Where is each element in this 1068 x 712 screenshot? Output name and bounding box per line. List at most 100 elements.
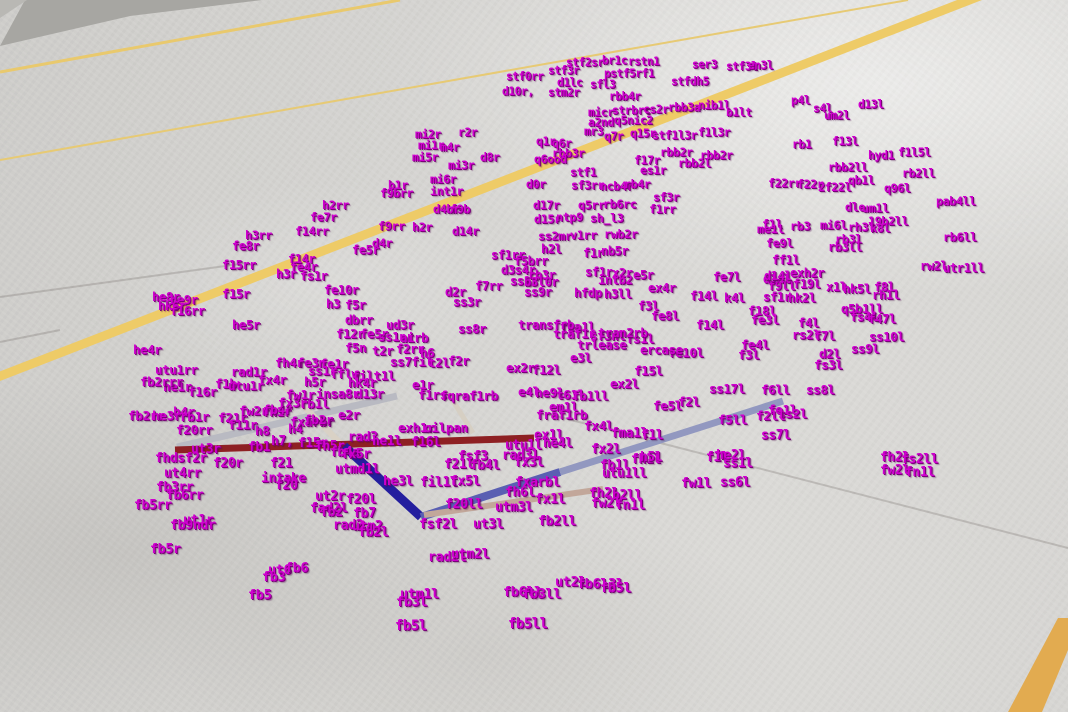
node-label: fe4r [290,260,318,274]
node-label: f20rr [176,423,213,438]
node-label: fb3rr [156,480,194,495]
node-label: hyd1 [868,148,895,162]
node-label: ss3r [453,295,481,309]
node-label: rbb4r [609,90,641,103]
corner-stripe [1008,618,1068,712]
node-label: f1r [583,246,604,260]
node-label: fx2l [591,442,621,457]
node-label: ut6 [268,562,292,578]
node-label: rb3 [790,219,811,233]
node-label: fb5 [248,587,272,603]
node-label: f1b [215,376,237,391]
node-label: fb5l [395,618,427,634]
node-label: utr1ll [943,261,985,275]
node-label: f5n [345,340,367,355]
node-label: mi3r [448,158,475,172]
vehicle-beam [279,381,347,450]
node-label: ss1l [723,456,753,471]
node-label: d4r [372,236,393,250]
node-label: q6r [552,136,572,150]
node-label: dbrr [345,313,374,327]
node-label: f14r [288,252,316,266]
node-label: f21r [218,411,248,426]
node-label: d3s4r [501,263,536,277]
node-label: f1l5l [898,145,931,159]
node-label: mi1r [418,138,445,152]
node-label: f2l [678,394,700,409]
node-label: airb [400,330,429,345]
node-label: fb4r [263,402,292,417]
node-label: int1r [430,184,464,198]
node-label: f9ll [768,279,796,293]
node-label: m4r [440,140,460,154]
node-label: fb2 [320,505,343,520]
node-label: he9l [535,385,564,400]
node-label: rad3 [348,430,378,445]
node-label: fe3n [297,355,326,370]
node-label: fe9l [766,236,794,250]
node-label: f8l [874,280,895,294]
node-label: stf1 [570,165,597,179]
node-label: d14l [764,269,792,283]
node-label: q15r [630,126,656,140]
node-label: pab4ll [936,194,976,208]
node-label: trlease [577,337,627,352]
node-label: fs3l [814,357,843,372]
node-label: rad1r [231,364,267,379]
node-label: ntp9 [556,210,583,224]
node-label: transfrb [518,318,575,332]
node-label: ss1r [510,274,538,288]
node-label: en3l [748,59,774,72]
node-label: h2r [412,220,433,234]
node-label: he9r [170,293,198,307]
node-label: ss1r [308,363,337,378]
node-label: stf2sr [566,56,604,69]
node-label: d0r [526,177,546,191]
node-label: rb1l [300,396,329,411]
node-label: e3l [570,350,592,365]
node-label: rb1r [180,410,210,425]
node-label: fe10l [668,345,704,360]
node-label: fh4r [275,355,304,370]
node-label: sf3r [653,190,680,204]
node-label: e5r [633,268,654,282]
node-label: ut1r [183,513,214,528]
node-label: ex2r [506,360,535,375]
node-label: f1a1l [560,320,596,334]
node-label: f14rr [295,224,329,238]
node-label: fe7l [713,270,741,284]
node-label: fb2ll [538,514,577,529]
node-label: ut2r [315,489,346,504]
node-label: f1rr [649,202,676,216]
node-label: fb1 [248,440,271,455]
node-label: f15r [298,436,328,451]
node-label: br1c [602,54,628,67]
node-label: utm3l [495,500,533,515]
node-label: fx4r [258,372,287,387]
node-label: q1r [536,134,556,148]
node-label: he8r [152,290,180,304]
node-label: f20 [275,478,298,493]
node-label: x2r [612,266,633,280]
node-label: f2r [448,353,470,368]
node-label: rb3l [835,232,863,246]
node-label: h5r [304,374,326,389]
node-label: f5brr [514,254,549,268]
node-label: rb3r [528,268,556,282]
node-label: q5rr [578,198,605,212]
node-label: fb4a [330,445,360,460]
node-label: fh5r [315,439,345,454]
node-label: fb3l [396,594,428,610]
node-label: f20ll [445,497,483,512]
node-label: d15r [534,212,561,226]
node-label: mr3 [584,124,604,138]
node-label: utm2 [352,519,383,534]
node-label: fb2rrr [140,374,184,389]
node-label: fw1r [286,387,315,402]
node-label: f9rr [378,219,406,233]
node-label: micr [588,106,614,119]
node-label: fraf1rb [536,408,588,423]
node-label: stf0rr [506,70,544,83]
node-label: sf3nl [590,328,626,343]
